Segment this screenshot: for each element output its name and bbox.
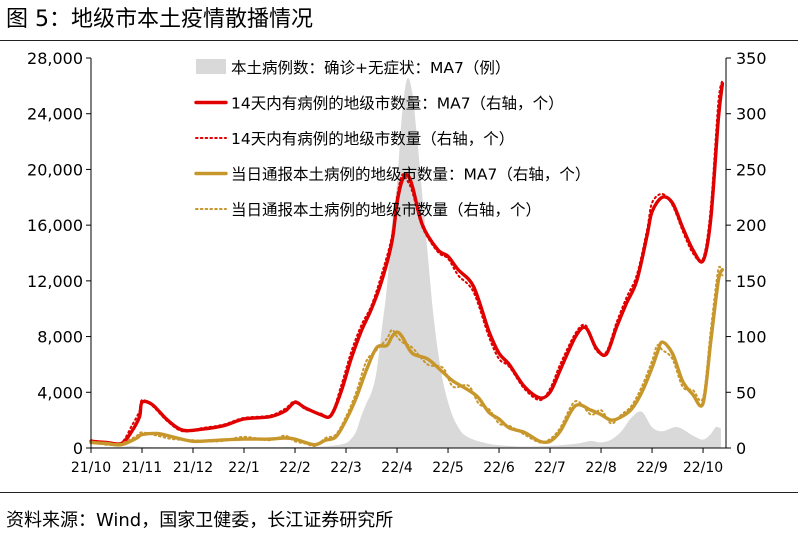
title-divider xyxy=(0,40,798,41)
x-tick-label: 22/8 xyxy=(585,460,616,476)
right-tick-label: 300 xyxy=(736,105,767,124)
figure-title: 图 5：地级市本土疫情散播情况 xyxy=(6,7,313,32)
x-tick-label: 22/4 xyxy=(381,460,413,476)
right-tick-label: 200 xyxy=(736,216,767,235)
left-tick-label: 8,000 xyxy=(37,328,83,347)
x-tick-label: 22/2 xyxy=(279,460,310,476)
legend-swatch-0 xyxy=(196,59,226,74)
right-tick-label: 0 xyxy=(736,439,746,458)
right-tick-label: 350 xyxy=(736,49,767,68)
x-tick-label: 22/9 xyxy=(636,460,667,476)
legend-label-1: 14天内有病例的地级市数量：MA7（右轴，个） xyxy=(231,95,564,113)
right-tick-label: 50 xyxy=(736,383,756,402)
right-tick-label: 100 xyxy=(736,328,767,347)
x-tick-label: 22/3 xyxy=(330,460,361,476)
right-tick-label: 250 xyxy=(736,160,767,179)
left-tick-label: 16,000 xyxy=(27,216,83,235)
legend-label-4: 当日通报本土病例的地级市数量（右轴，个） xyxy=(231,201,541,219)
legend-label-3: 当日通报本土病例的地级市数量：MA7（右轴，个） xyxy=(231,166,590,184)
x-tick-label: 22/6 xyxy=(483,460,515,476)
left-tick-label: 0 xyxy=(73,439,83,458)
x-tick-label: 22/10 xyxy=(683,460,723,476)
source-divider xyxy=(0,492,798,493)
x-tick-label: 22/1 xyxy=(228,460,259,476)
source-note: 资料来源：Wind，国家卫健委，长江证券研究所 xyxy=(6,510,394,531)
left-tick-label: 4,000 xyxy=(37,383,83,402)
legend-label-2: 14天内有病例的地级市数量（右轴，个） xyxy=(231,130,514,148)
axis-layer: 0 4,000 8,000 12,000 16,000 20,000 24,000 28,00… xyxy=(27,49,767,476)
series-line-2 xyxy=(90,79,724,445)
series-line-3 xyxy=(89,268,725,447)
left-tick-label: 12,000 xyxy=(27,272,83,291)
legend: 本土病例数：确诊+无症状：MA7（例） 14天内有病例的地级市数量：MA7（右轴，… xyxy=(194,59,590,219)
legend-label-0: 本土病例数：确诊+无症状：MA7（例） xyxy=(231,59,510,77)
series-area-0 xyxy=(91,78,721,448)
x-tick-label: 21/10 xyxy=(71,460,111,476)
line-layer xyxy=(89,79,725,447)
right-tick-label: 150 xyxy=(736,272,767,291)
x-tick-label: 22/7 xyxy=(534,460,565,476)
series-line-4 xyxy=(90,265,724,447)
x-tick-label: 22/5 xyxy=(432,460,463,476)
area-layer xyxy=(91,78,721,448)
left-tick-label: 24,000 xyxy=(27,105,83,124)
x-tick-label: 21/12 xyxy=(173,460,213,476)
left-tick-label: 20,000 xyxy=(27,160,83,179)
x-tick-label: 21/11 xyxy=(122,460,162,476)
left-tick-label: 28,000 xyxy=(27,49,83,68)
